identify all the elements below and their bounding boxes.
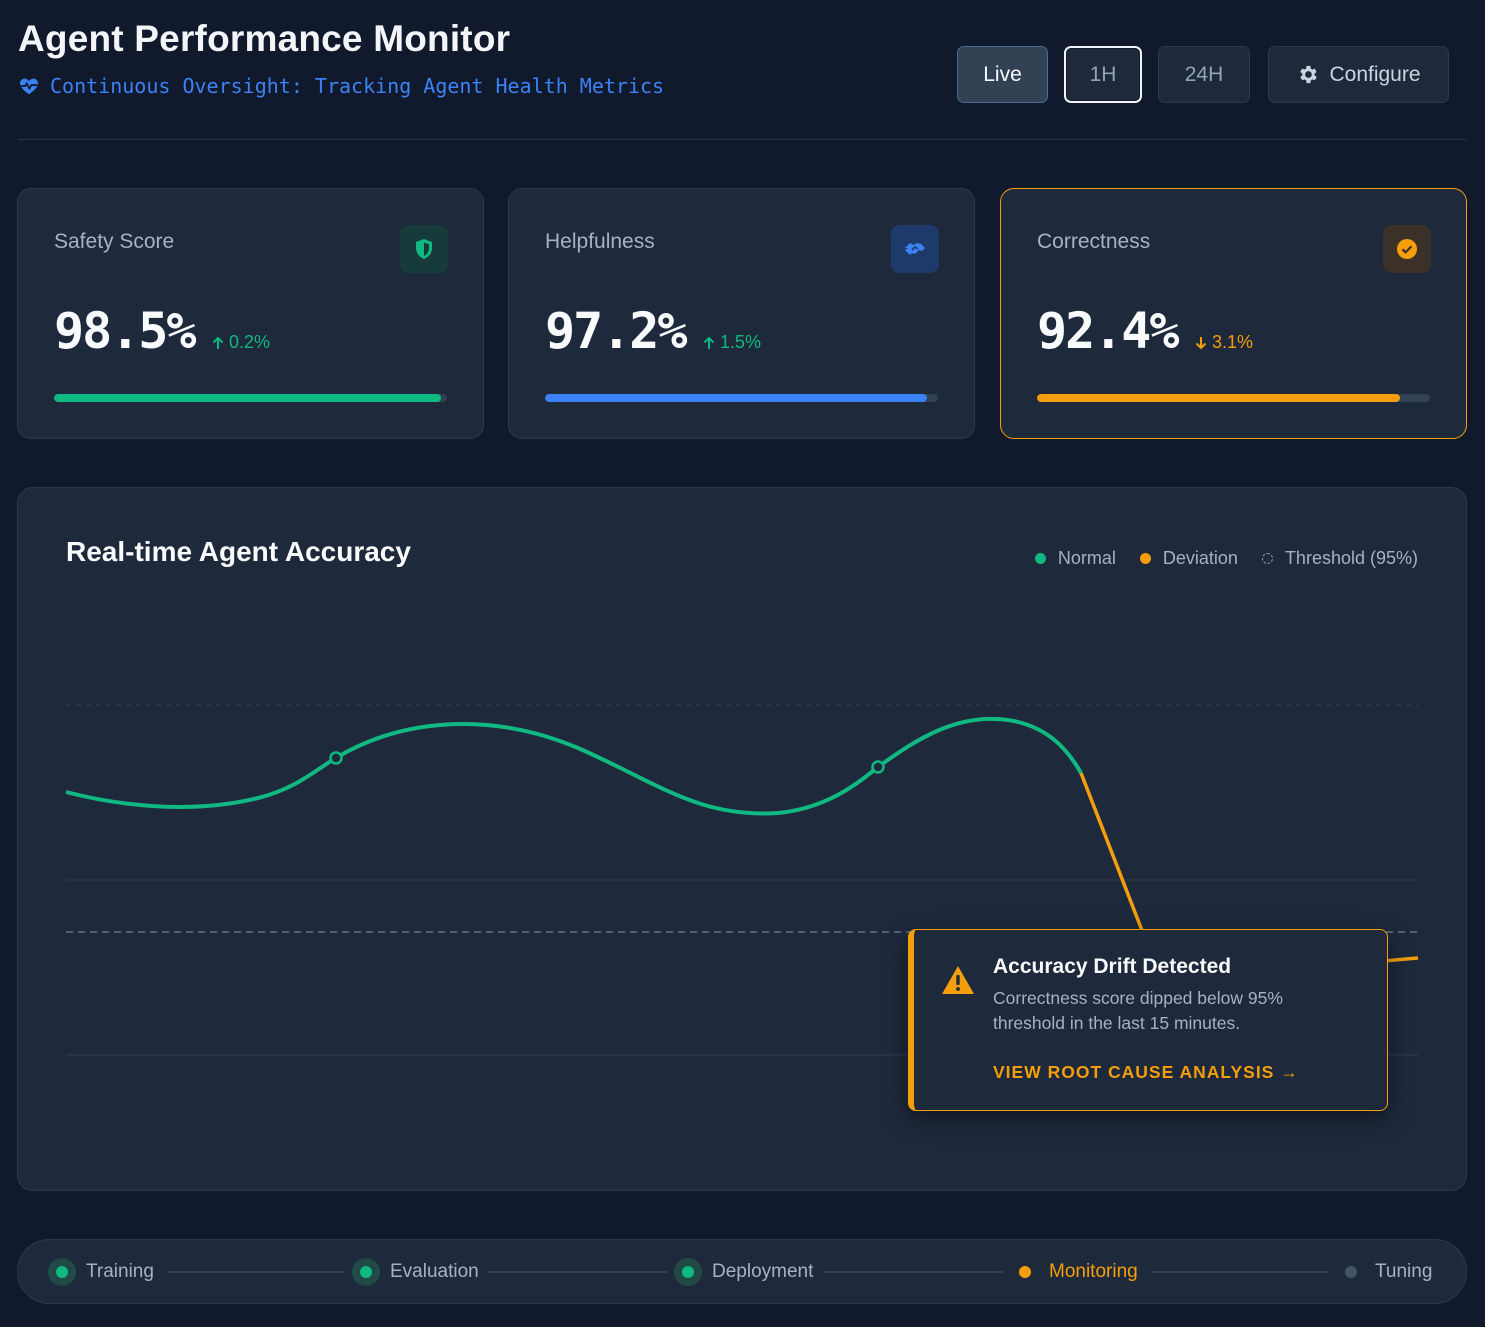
step-evaluation[interactable]: Evaluation bbox=[352, 1240, 479, 1303]
metric-delta: 0.2% bbox=[210, 332, 270, 353]
metric-delta: 3.1% bbox=[1193, 332, 1253, 353]
configure-label: Configure bbox=[1329, 62, 1421, 86]
deviation-series-tail bbox=[1382, 956, 1419, 963]
live-button[interactable]: Live bbox=[957, 46, 1048, 103]
step-done-icon bbox=[352, 1257, 380, 1286]
step-pending-icon bbox=[1337, 1258, 1365, 1286]
deviation-series-line bbox=[1079, 772, 1145, 934]
progress-fill bbox=[1037, 394, 1401, 402]
1h-range-button[interactable]: 1H bbox=[1064, 46, 1142, 103]
heart-pulse-icon bbox=[20, 78, 38, 95]
alert-description: Correctness score dipped below 95% thres… bbox=[993, 988, 1283, 1033]
accuracy-chart-panel: Real-time Agent Accuracy Normal Deviatio… bbox=[17, 487, 1467, 1191]
metric-value: 97.2% bbox=[545, 302, 688, 360]
step-connector bbox=[1151, 1271, 1329, 1273]
step-connector bbox=[489, 1271, 667, 1273]
step-current-icon bbox=[1011, 1258, 1039, 1286]
metric-delta-value: 1.5% bbox=[720, 332, 762, 352]
subtitle-text: Continuous Oversight: Tracking Agent Hea… bbox=[50, 74, 665, 98]
step-monitoring[interactable]: Monitoring bbox=[1011, 1240, 1138, 1303]
chart-legend: Normal Deviation Threshold (95%) bbox=[1034, 548, 1418, 569]
step-done-icon bbox=[674, 1257, 702, 1286]
safety-score-card: Safety Score 98.5% 0.2% bbox=[17, 188, 484, 439]
legend-normal: Normal bbox=[1034, 548, 1116, 569]
gear-icon bbox=[1300, 65, 1318, 84]
configure-button[interactable]: Configure bbox=[1268, 46, 1449, 103]
step-connector bbox=[825, 1271, 1003, 1273]
metric-value: 92.4% bbox=[1037, 302, 1180, 360]
step-tuning[interactable]: Tuning bbox=[1337, 1240, 1432, 1303]
warning-icon bbox=[942, 966, 974, 994]
24h-range-button[interactable]: 24H bbox=[1158, 46, 1250, 103]
pipeline-stepper: Training Evaluation Deployment Monitorin… bbox=[17, 1239, 1467, 1304]
normal-data-point[interactable] bbox=[871, 760, 885, 774]
legend-threshold: Threshold (95%) bbox=[1261, 548, 1418, 569]
legend-deviation: Deviation bbox=[1139, 548, 1238, 569]
progress-bar bbox=[545, 394, 938, 402]
step-done-icon bbox=[48, 1257, 76, 1286]
arrow-up-icon bbox=[212, 336, 224, 349]
arrow-up-icon bbox=[703, 336, 715, 349]
arrow-down-icon bbox=[1195, 336, 1207, 349]
metric-value: 98.5% bbox=[54, 302, 197, 360]
step-connector bbox=[167, 1271, 345, 1273]
root-cause-link[interactable]: VIEW ROOT CAUSE ANALYSIS → bbox=[993, 1062, 1299, 1082]
chart-title: Real-time Agent Accuracy bbox=[66, 536, 411, 567]
metric-delta-value: 0.2% bbox=[229, 332, 271, 352]
metric-label: Correctness bbox=[1037, 230, 1151, 253]
metric-delta-value: 3.1% bbox=[1212, 332, 1254, 352]
check-circle-icon bbox=[1383, 225, 1431, 273]
progress-fill bbox=[545, 394, 927, 402]
correctness-card: Correctness 92.4% 3.1% bbox=[1000, 188, 1467, 439]
metric-label: Helpfulness bbox=[545, 230, 655, 253]
drift-alert-card: Accuracy Drift Detected Correctness scor… bbox=[908, 929, 1388, 1111]
header: Agent Performance Monitor Continuous Ove… bbox=[18, 0, 1467, 140]
shield-icon bbox=[400, 225, 448, 273]
progress-bar bbox=[1037, 394, 1430, 402]
subtitle: Continuous Oversight: Tracking Agent Hea… bbox=[18, 74, 664, 98]
metric-delta: 1.5% bbox=[701, 332, 761, 353]
handshake-icon bbox=[891, 225, 939, 273]
alert-title: Accuracy Drift Detected bbox=[993, 955, 1232, 978]
normal-data-point[interactable] bbox=[329, 751, 343, 765]
progress-bar bbox=[54, 394, 447, 402]
accuracy-line-chart bbox=[65, 704, 1419, 1056]
step-deployment[interactable]: Deployment bbox=[674, 1240, 813, 1303]
step-training[interactable]: Training bbox=[48, 1240, 154, 1303]
normal-series-line bbox=[65, 716, 1083, 816]
progress-fill bbox=[54, 394, 442, 402]
helpfulness-card: Helpfulness 97.2% 1.5% bbox=[508, 188, 975, 439]
page-title: Agent Performance Monitor bbox=[18, 18, 511, 59]
metric-label: Safety Score bbox=[54, 230, 175, 253]
